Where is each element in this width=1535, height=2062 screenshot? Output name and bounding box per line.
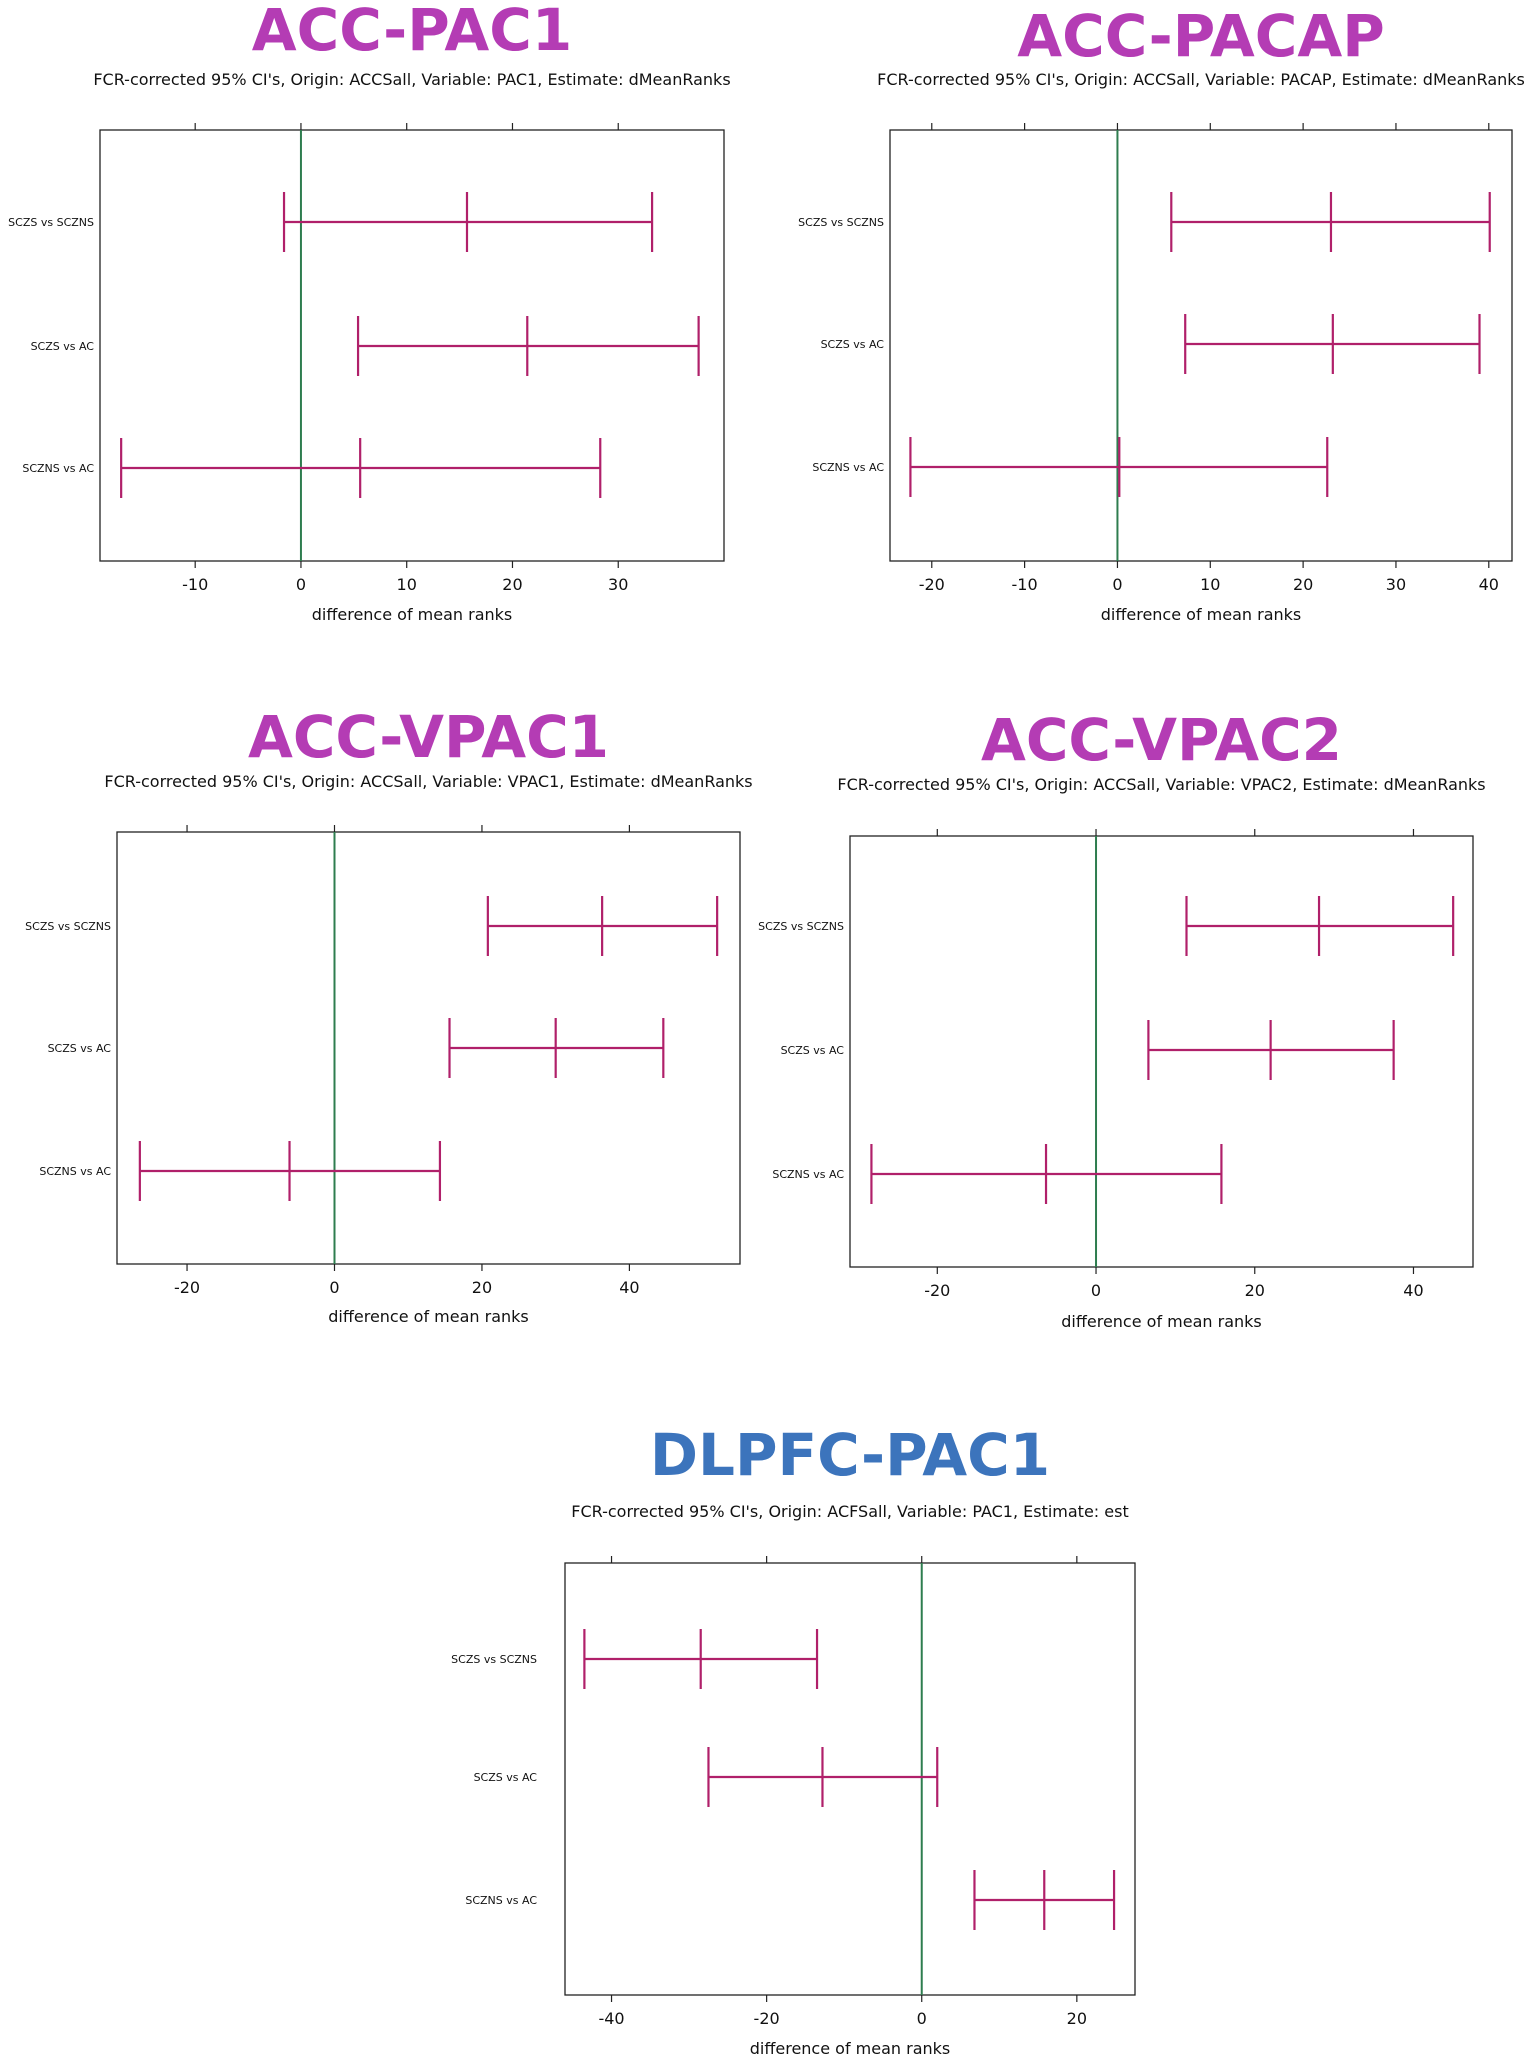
x-tick-label: 30	[1386, 575, 1406, 594]
chart-title: ACC-PACAP	[1017, 2, 1384, 70]
row-label: SCZS vs SCZNS	[25, 920, 111, 933]
x-axis-label: difference of mean ranks	[328, 1307, 529, 1326]
chart-title: ACC-PAC1	[252, 0, 572, 64]
row-label: SCZS vs AC	[474, 1771, 538, 1784]
row-label: SCZS vs SCZNS	[798, 216, 884, 229]
chart-panel-1: ACC-PAC1 FCR-corrected 95% CI's, Origin: …	[8, 0, 730, 624]
x-axis-label: difference of mean ranks	[312, 605, 513, 624]
x-tick-label: 20	[502, 575, 522, 594]
chart-subtitle: FCR-corrected 95% CI's, Origin: ACCSall,…	[93, 70, 730, 89]
x-tick-label: 20	[1245, 1281, 1265, 1300]
x-axis-label: difference of mean ranks	[750, 2039, 951, 2058]
row-label: SCZS vs AC	[31, 340, 95, 353]
x-tick-label: 0	[917, 2009, 927, 2028]
x-tick-label: 0	[1091, 1281, 1101, 1300]
x-tick-label: 20	[472, 1278, 492, 1297]
chart-subtitle: FCR-corrected 95% CI's, Origin: ACCSall,…	[837, 775, 1485, 794]
chart-subtitle: FCR-corrected 95% CI's, Origin: ACCSall,…	[877, 70, 1525, 89]
x-tick-label: 30	[608, 575, 628, 594]
row-label: SCZNS vs AC	[812, 461, 884, 474]
chart-panel-5: DLPFC-PAC1 FCR-corrected 95% CI's, Origin…	[451, 1421, 1136, 2058]
x-tick-label: 0	[329, 1278, 339, 1297]
chart-subtitle: FCR-corrected 95% CI's, Origin: ACCSall,…	[104, 772, 752, 791]
x-axis-label: difference of mean ranks	[1101, 605, 1302, 624]
chart-subtitle: FCR-corrected 95% CI's, Origin: ACFSall,…	[571, 1502, 1128, 1521]
plot-frame	[99, 129, 725, 562]
x-tick-label: 0	[1112, 575, 1122, 594]
x-tick-label: -20	[924, 1281, 950, 1300]
plot-frame	[849, 835, 1474, 1268]
x-tick-label: 10	[1200, 575, 1220, 594]
row-label: SCZNS vs AC	[39, 1165, 111, 1178]
row-label: SCZS vs AC	[821, 338, 885, 351]
plot-frame	[889, 129, 1513, 562]
x-tick-label: -20	[754, 2009, 780, 2028]
x-tick-label: -20	[919, 575, 945, 594]
x-tick-label: 40	[1479, 575, 1499, 594]
plot-frame	[564, 1562, 1136, 1996]
row-label: SCZS vs SCZNS	[758, 920, 844, 933]
row-label: SCZS vs AC	[48, 1042, 112, 1055]
row-label: SCZS vs SCZNS	[8, 216, 94, 229]
x-tick-label: 10	[397, 575, 417, 594]
x-tick-label: -20	[174, 1278, 200, 1297]
x-tick-label: 40	[1403, 1281, 1423, 1300]
x-tick-label: -10	[1012, 575, 1038, 594]
chart-title: ACC-VPAC1	[248, 703, 609, 771]
x-tick-label: -10	[182, 575, 208, 594]
chart-title: DLPFC-PAC1	[650, 1421, 1050, 1489]
x-tick-label: 20	[1293, 575, 1313, 594]
x-axis-label: difference of mean ranks	[1061, 1312, 1262, 1331]
plot-frame	[116, 831, 741, 1265]
row-label: SCZS vs AC	[781, 1044, 845, 1057]
chart-title: ACC-VPAC2	[981, 706, 1342, 774]
x-tick-label: -40	[598, 2009, 624, 2028]
row-label: SCZNS vs AC	[465, 1894, 537, 1907]
row-label: SCZS vs SCZNS	[451, 1653, 537, 1666]
row-label: SCZNS vs AC	[772, 1168, 844, 1181]
x-tick-label: 0	[296, 575, 306, 594]
x-tick-label: 20	[1067, 2009, 1087, 2028]
x-tick-label: 40	[619, 1278, 639, 1297]
row-label: SCZNS vs AC	[22, 462, 94, 475]
